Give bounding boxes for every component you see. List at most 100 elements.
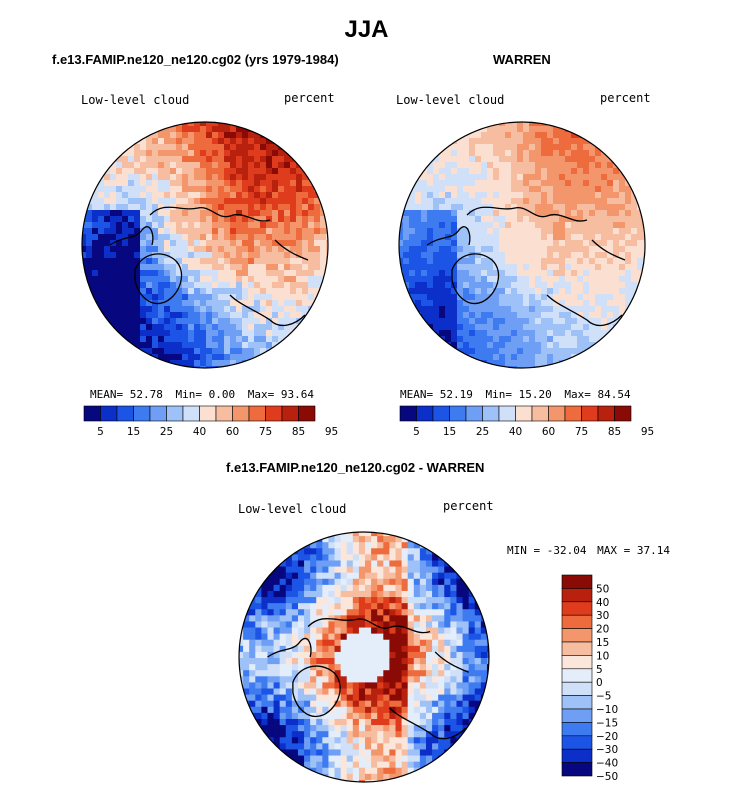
field-cell [487, 330, 494, 337]
field-cell [559, 162, 566, 169]
field-cell [445, 330, 452, 337]
field-cell [206, 132, 213, 139]
field-cell [230, 144, 237, 151]
field-cell [619, 246, 626, 253]
field-cell [152, 132, 159, 139]
field-cell [529, 246, 536, 253]
field-cell [547, 282, 554, 289]
field-cell [236, 306, 243, 313]
field-cell [260, 216, 267, 223]
field-cell [401, 682, 409, 690]
field-cell [583, 180, 590, 187]
field-cell [128, 156, 135, 163]
field-cell [559, 168, 566, 175]
field-cell [260, 150, 267, 157]
field-cell [302, 264, 309, 271]
field-cell [128, 258, 135, 265]
field-cell [140, 324, 147, 331]
field-cell [541, 222, 548, 229]
field-cell [480, 670, 488, 677]
field-cell [242, 132, 249, 139]
field-cell [242, 192, 249, 199]
field-cell [493, 156, 500, 163]
field-cell [176, 342, 183, 349]
field-cell [322, 621, 329, 629]
field-cell [322, 755, 329, 763]
field-cell [248, 144, 255, 151]
field-cell [371, 590, 378, 598]
field-cell [565, 336, 572, 343]
field-cell [110, 258, 117, 265]
field-cell [505, 168, 512, 175]
field-cell [255, 609, 262, 616]
field-cell [365, 560, 372, 568]
field-cell [134, 204, 141, 211]
field-cell [395, 761, 403, 769]
field-cell [291, 737, 299, 744]
field-cell [352, 779, 360, 782]
field-cell [517, 126, 524, 133]
field-cell [86, 216, 93, 223]
field-cell [415, 222, 422, 229]
field-cell [188, 180, 195, 187]
field-cell [352, 554, 360, 561]
field-cell [248, 264, 255, 271]
field-cell [176, 276, 183, 283]
field-cell [188, 300, 195, 307]
field-cell [134, 180, 141, 187]
field-cell [643, 246, 645, 253]
field-cell [230, 366, 237, 368]
field-cell [164, 276, 171, 283]
field-cell [278, 318, 285, 325]
field-cell [92, 228, 99, 235]
field-cell [273, 590, 281, 598]
field-cell [218, 258, 225, 265]
field-cell [505, 198, 512, 205]
field-cell [243, 664, 250, 671]
field-cell [438, 737, 445, 744]
field-cell [297, 627, 305, 635]
field-cell [371, 651, 378, 659]
field-cell [401, 572, 409, 580]
field-cell [487, 198, 494, 205]
field-cell [322, 651, 329, 659]
field-cell [212, 246, 219, 253]
field-cell [565, 264, 572, 271]
field-cell [158, 282, 165, 289]
field-cell [248, 180, 255, 187]
field-cell [316, 615, 323, 622]
field-cell [334, 584, 342, 592]
field-cell [170, 210, 177, 217]
field-cell [194, 300, 201, 307]
field-cell [328, 542, 336, 549]
field-cell [421, 234, 428, 241]
field-cell [499, 168, 506, 175]
field-cell [158, 228, 165, 235]
field-cell [182, 354, 189, 361]
field-cell [439, 228, 446, 235]
field-cell [182, 240, 189, 247]
field-cell [272, 186, 279, 193]
field-cell [255, 651, 262, 659]
field-cell [310, 621, 317, 629]
diff-colorbar-tick: −30 [596, 744, 618, 756]
field-cell [589, 186, 596, 193]
field-cell [493, 138, 500, 145]
field-cell [505, 288, 512, 295]
field-cell [589, 156, 596, 163]
field-cell [218, 144, 225, 151]
field-cell [432, 725, 439, 732]
field-cell [302, 198, 309, 205]
field-cell [401, 621, 409, 629]
field-cell [316, 633, 323, 641]
field-cell [254, 288, 261, 295]
field-cell [365, 688, 372, 696]
field-cell [296, 288, 303, 295]
field-cell [529, 234, 536, 241]
field-cell [529, 222, 536, 229]
field-cell [487, 234, 494, 241]
field-cell [425, 584, 433, 592]
field-cell [248, 312, 255, 319]
field-cell [425, 578, 433, 586]
field-cell [308, 222, 315, 229]
